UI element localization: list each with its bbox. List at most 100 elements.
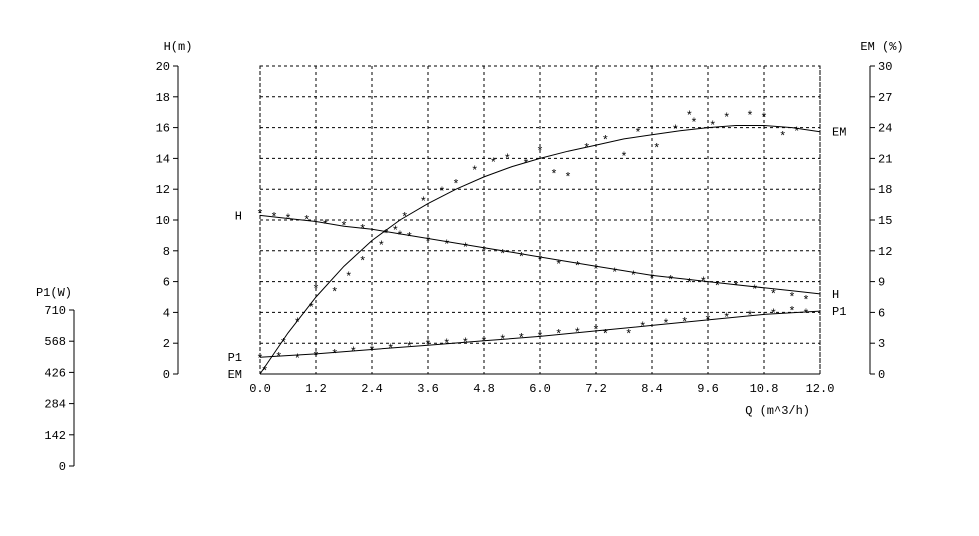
marker-P1: *	[555, 328, 562, 342]
chart-svg: 02468101214161820H(m)036912151821242730E…	[0, 0, 979, 536]
h-axis-tick-label: 2	[163, 337, 170, 351]
marker-H: *	[322, 219, 329, 233]
marker-H: *	[667, 274, 674, 288]
marker-P1: *	[770, 307, 777, 321]
marker-H: *	[592, 263, 599, 277]
marker-EM: *	[564, 171, 571, 185]
marker-P1: *	[406, 340, 413, 354]
p1-axis-tick-label: 568	[44, 335, 66, 349]
marker-P1: *	[723, 311, 730, 325]
marker-EM: *	[620, 150, 627, 164]
h-axis-tick-label: 6	[163, 276, 170, 290]
marker-H: *	[574, 260, 581, 274]
marker-EM: *	[602, 134, 609, 148]
p1-axis-tick-label: 142	[44, 429, 66, 443]
p1-axis-tick-label: 0	[59, 460, 66, 474]
marker-EM: *	[359, 255, 366, 269]
marker-P1: *	[625, 328, 632, 342]
p1-axis-tick-label: 426	[44, 366, 66, 380]
marker-EM: *	[294, 317, 301, 331]
x-tick-label: 0.0	[249, 382, 271, 396]
marker-EM: *	[345, 270, 352, 284]
p1-axis-tick-label: 284	[44, 398, 66, 412]
em-axis-tick-label: 0	[878, 368, 885, 382]
em-axis-tick-label: 6	[878, 306, 885, 320]
marker-P1: *	[424, 339, 431, 353]
x-tick-label: 2.4	[361, 382, 383, 396]
marker-P1: *	[387, 342, 394, 356]
marker-EM: *	[653, 142, 660, 156]
marker-EM: *	[471, 165, 478, 179]
marker-P1: *	[256, 352, 263, 366]
marker-EM: *	[452, 178, 459, 192]
marker-H: *	[686, 277, 693, 291]
em-axis-title: EM (%)	[860, 40, 903, 54]
marker-EM: *	[690, 116, 697, 130]
marker-P1: *	[639, 320, 646, 334]
x-tick-label: 6.0	[529, 382, 551, 396]
marker-EM: *	[522, 158, 529, 172]
marker-H: *	[499, 248, 506, 262]
pump-performance-chart: 02468101214161820H(m)036912151821242730E…	[0, 0, 979, 536]
curve-label-right-H: H	[832, 288, 839, 302]
marker-H: *	[340, 220, 347, 234]
marker-H: *	[462, 242, 469, 256]
marker-EM: *	[261, 365, 268, 379]
marker-EM: *	[490, 157, 497, 171]
em-axis-tick-label: 21	[878, 152, 892, 166]
marker-H: *	[630, 269, 637, 283]
em-axis-tick-label: 24	[878, 122, 892, 136]
marker-H: *	[256, 208, 263, 222]
marker-EM: *	[438, 185, 445, 199]
curve-label-right-P1: P1	[832, 305, 846, 319]
marker-EM: *	[308, 301, 315, 315]
marker-P1: *	[574, 326, 581, 340]
curve-label-left-H: H	[235, 209, 242, 223]
marker-H: *	[555, 259, 562, 273]
marker-H: *	[480, 245, 487, 259]
marker-EM: *	[583, 142, 590, 156]
h-axis-tick-label: 8	[163, 245, 170, 259]
em-axis-tick-label: 27	[878, 91, 892, 105]
marker-EM: *	[536, 145, 543, 159]
marker-EM: *	[779, 130, 786, 144]
marker-P1: *	[592, 324, 599, 338]
marker-EM: *	[312, 283, 319, 297]
x-tick-label: 4.8	[473, 382, 495, 396]
marker-H: *	[770, 288, 777, 302]
marker-H: *	[536, 254, 543, 268]
marker-EM: *	[634, 127, 641, 141]
em-axis-tick-label: 9	[878, 276, 885, 290]
x-tick-label: 12.0	[806, 382, 835, 396]
marker-H: *	[284, 212, 291, 226]
marker-P1: *	[294, 352, 301, 366]
marker-EM: *	[760, 111, 767, 125]
marker-EM: *	[672, 124, 679, 138]
marker-P1: *	[746, 309, 753, 323]
x-tick-label: 9.6	[697, 382, 719, 396]
marker-P1: *	[312, 350, 319, 364]
marker-P1: *	[518, 332, 525, 346]
marker-P1: *	[350, 346, 357, 360]
marker-EM: *	[280, 337, 287, 351]
marker-H: *	[751, 283, 758, 297]
x-tick-label: 1.2	[305, 382, 327, 396]
marker-H: *	[700, 276, 707, 290]
em-axis-tick-label: 3	[878, 337, 885, 351]
marker-H: *	[406, 231, 413, 245]
em-axis-tick-label: 18	[878, 183, 892, 197]
marker-EM: *	[793, 126, 800, 140]
marker-P1: *	[788, 305, 795, 319]
marker-P1: *	[480, 336, 487, 350]
marker-H: *	[802, 294, 809, 308]
marker-EM: *	[746, 109, 753, 123]
marker-EM: *	[392, 224, 399, 238]
marker-H: *	[518, 251, 525, 265]
curve-label-left-EM: EM	[228, 368, 242, 382]
marker-P1: *	[275, 351, 282, 365]
marker-P1: *	[499, 334, 506, 348]
marker-EM: *	[401, 211, 408, 225]
marker-H: *	[443, 239, 450, 253]
curve-label-left-P1: P1	[228, 351, 242, 365]
h-axis-tick-label: 12	[156, 183, 170, 197]
